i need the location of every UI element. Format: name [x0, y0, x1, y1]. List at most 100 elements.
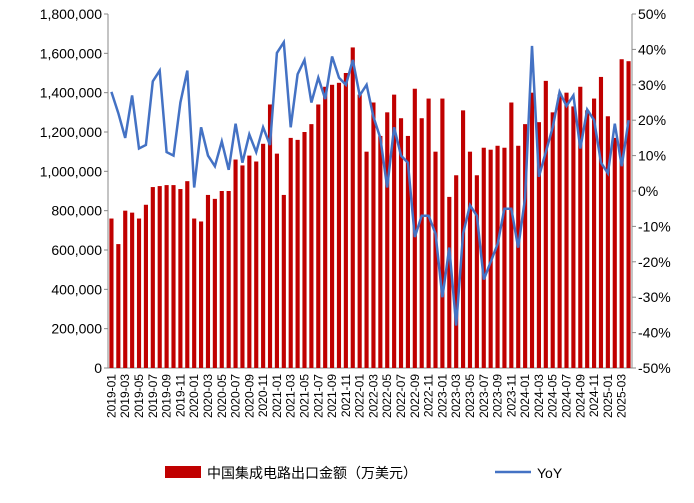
bar [350, 47, 355, 368]
bar [157, 186, 162, 368]
bar [619, 59, 624, 368]
bar [578, 86, 583, 369]
y-tick-label: 1,200,000 [40, 124, 102, 140]
bar [281, 194, 286, 368]
bar [454, 175, 459, 368]
bar [509, 102, 514, 368]
x-tick-label: 2020-07 [229, 374, 243, 418]
y2-tick-label: -10% [638, 218, 671, 234]
bar [192, 218, 197, 368]
x-tick-label: 2024-01 [518, 374, 532, 418]
bar [447, 196, 452, 368]
x-tick-label: 2023-03 [449, 374, 463, 418]
bar [254, 161, 259, 368]
y-tick-label: 0 [94, 360, 102, 376]
x-tick-label: 2022-03 [366, 374, 380, 418]
bar [171, 185, 176, 368]
x-tick-label: 2020-05 [215, 374, 229, 418]
bar [564, 92, 569, 369]
bar [185, 181, 190, 368]
bar [550, 112, 555, 368]
bar [398, 118, 404, 368]
x-tick-label: 2021-05 [298, 374, 312, 418]
x-tick-label: 2023-09 [491, 374, 505, 418]
y2-tick-label: -40% [638, 325, 671, 341]
bar [274, 153, 279, 368]
bar [240, 165, 245, 368]
bar [516, 145, 521, 368]
x-tick-label: 2023-01 [435, 374, 449, 418]
x-tick-label: 2020-09 [242, 374, 256, 418]
y2-tick-label: 30% [638, 77, 666, 93]
y2-tick-label: 50% [638, 6, 666, 22]
bar [585, 110, 590, 368]
y-tick-label: 1,800,000 [40, 6, 102, 22]
x-tick-label: 2024-03 [532, 374, 546, 418]
bar [323, 86, 328, 369]
y2-tick-label: 10% [638, 148, 666, 164]
y2-tick-label: -50% [638, 360, 671, 376]
bar [612, 137, 617, 368]
bar [474, 175, 479, 368]
bar [426, 98, 431, 369]
x-tick-label: 2019-11 [173, 374, 187, 417]
bar [433, 151, 438, 368]
bar [343, 73, 348, 368]
bar [364, 151, 369, 368]
bar [178, 189, 183, 368]
bar [419, 118, 424, 368]
bar [330, 84, 335, 369]
y-tick-label: 800,000 [51, 203, 102, 219]
x-tick-label: 2024-07 [560, 374, 574, 418]
x-tick-label: 2022-05 [380, 374, 394, 418]
y-tick-label: 600,000 [51, 242, 102, 258]
bar [495, 145, 500, 368]
bar [626, 61, 631, 368]
x-tick-label: 2023-07 [477, 374, 491, 418]
x-tick-label: 2021-03 [284, 374, 298, 418]
y-tick-label: 1,000,000 [40, 163, 102, 179]
x-tick-label: 2019-01 [104, 374, 118, 418]
y2-tick-label: 0% [638, 183, 658, 199]
y2-tick-label: -30% [638, 289, 671, 305]
bar [336, 82, 342, 368]
x-tick-label: 2019-05 [132, 374, 146, 418]
bar [164, 185, 169, 368]
x-tick-label: 2019-09 [160, 374, 174, 418]
bar [557, 94, 562, 368]
bar [261, 143, 266, 368]
x-tick-label: 2019-03 [118, 374, 132, 418]
bar [598, 76, 604, 368]
bar [592, 98, 597, 369]
bar [502, 147, 507, 368]
x-tick-label: 2022-11 [422, 374, 436, 417]
bar [219, 191, 224, 368]
x-tick-label: 2022-01 [353, 374, 367, 418]
bar [316, 104, 321, 368]
x-tick-label: 2020-11 [256, 374, 270, 417]
x-tick-label: 2023-05 [463, 374, 477, 418]
bar [543, 80, 548, 368]
bar [392, 94, 397, 368]
x-tick-label: 2021-11 [339, 374, 353, 417]
x-tick-label: 2020-03 [201, 374, 215, 418]
legend-label: YoY [537, 465, 563, 481]
bar [267, 104, 273, 368]
bar [357, 94, 362, 368]
bar [226, 191, 231, 368]
line [110, 38, 630, 326]
bar [247, 155, 252, 368]
bar [371, 102, 376, 368]
x-tick-label: 2021-07 [311, 374, 325, 418]
bar [212, 198, 217, 368]
bar [571, 106, 576, 368]
x-tick-label: 2022-09 [408, 374, 422, 418]
bar [205, 194, 211, 368]
bar [123, 210, 128, 368]
bar [288, 137, 293, 368]
bar [302, 132, 307, 368]
bar [385, 112, 390, 368]
x-tick-label: 2022-07 [394, 374, 408, 418]
